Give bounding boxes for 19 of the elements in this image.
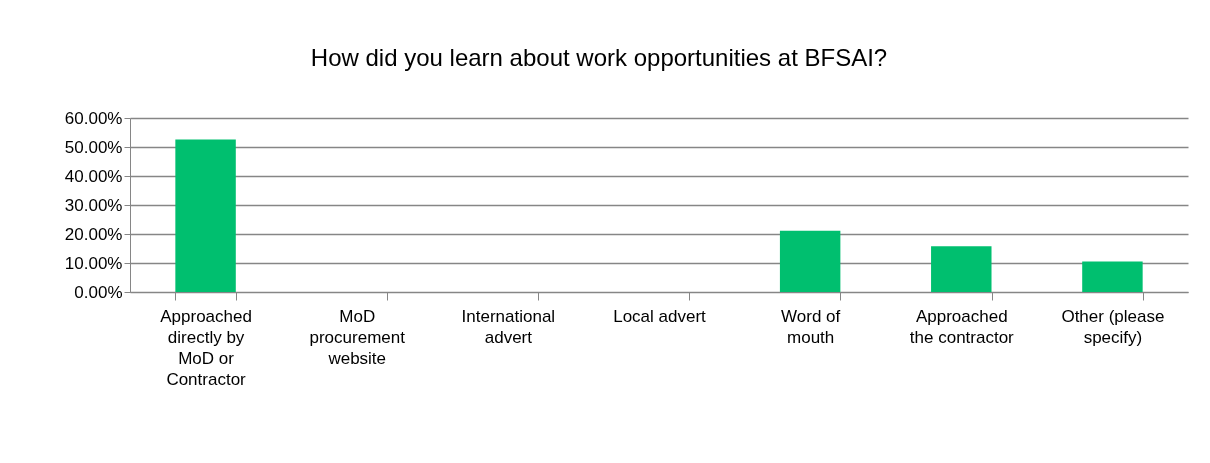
x-tick-label: International advert bbox=[461, 306, 556, 347]
bar bbox=[1082, 261, 1143, 292]
y-tick-label: 60.00% bbox=[64, 108, 123, 128]
x-tick-label: Approached the contractor bbox=[909, 306, 1015, 347]
x-tick-label: Local advert bbox=[613, 306, 707, 326]
chart-title: How did you learn about work opportunities at BFSAI? bbox=[310, 44, 888, 71]
y-tick-label: 20.00% bbox=[64, 224, 123, 244]
y-tick-label: 50.00% bbox=[64, 137, 123, 157]
y-tick-label: 0.00% bbox=[74, 282, 123, 302]
x-tick-label: Word of mouth bbox=[781, 306, 841, 347]
bar bbox=[931, 246, 992, 292]
y-tick-label: 40.00% bbox=[64, 166, 123, 186]
x-tick-label: MoD procurement website bbox=[309, 306, 406, 368]
bar bbox=[779, 230, 841, 292]
y-tick-label: 10.00% bbox=[64, 253, 123, 273]
x-tick-label: Other (please specify) bbox=[1061, 306, 1165, 347]
bar bbox=[175, 139, 236, 292]
y-tick-label: 30.00% bbox=[64, 195, 123, 215]
x-tick-label: Approached directly by MoD or Contractor bbox=[160, 306, 252, 389]
